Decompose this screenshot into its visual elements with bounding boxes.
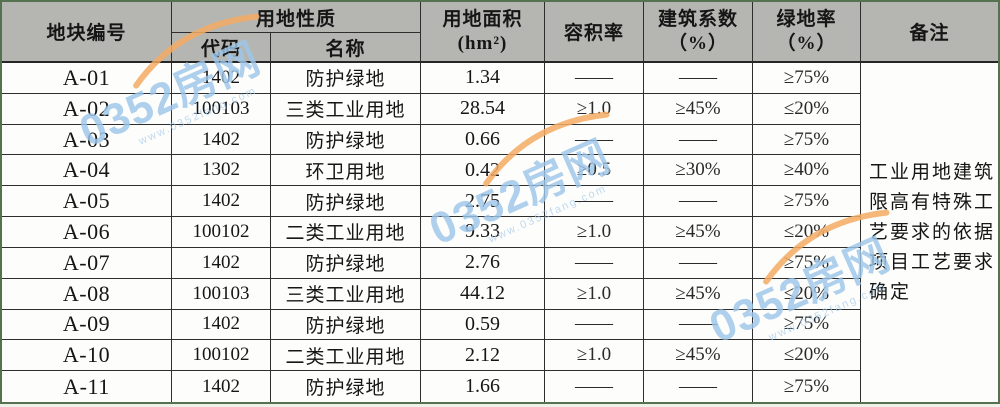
cell-block-id: A-02 <box>2 93 172 125</box>
cell-green-rate: ≤20% <box>753 93 861 125</box>
header-area-line1: 用地面积 <box>442 8 523 30</box>
cell-land-name: 防护绿地 <box>271 309 421 341</box>
cell-building-coef: ≥45% <box>644 340 753 372</box>
cell-far: ≥0.5 <box>545 155 644 187</box>
cell-land-name: 二类工业用地 <box>271 217 421 248</box>
cell-land-name: 防护绿地 <box>271 371 421 402</box>
cell-block-id: A-01 <box>2 63 172 94</box>
cell-land-name: 二类工业用地 <box>271 340 421 372</box>
header-name: 名称 <box>271 33 421 63</box>
cell-land-name: 防护绿地 <box>271 63 421 94</box>
cell-remarks: 工业用地建筑 限高有特殊工 艺要求的依据 项目工艺要求 确定 <box>861 63 998 402</box>
cell-block-id: A-04 <box>2 155 172 187</box>
cell-code: 100102 <box>172 340 271 372</box>
cell-green-rate: ≤20% <box>753 217 861 248</box>
cell-land-name: 防护绿地 <box>271 247 421 279</box>
cell-green-rate: ≤20% <box>753 278 861 310</box>
cell-code: 100103 <box>172 93 271 125</box>
cell-area: 9.33 <box>421 217 545 248</box>
cell-block-id: A-09 <box>2 309 172 341</box>
cell-land-name: 防护绿地 <box>271 124 421 156</box>
cell-green-rate: ≥75% <box>753 63 861 94</box>
cell-green-rate: ≥75% <box>753 186 861 218</box>
remarks-line: 艺要求的依据 <box>869 221 996 243</box>
cell-land-name: 三类工业用地 <box>271 278 421 310</box>
header-building-coef: 建筑系数 （%） <box>644 2 753 63</box>
cell-code: 1402 <box>172 247 271 279</box>
header-green-rate: 绿地率 （%） <box>753 2 861 63</box>
cell-land-name: 环卫用地 <box>271 155 421 187</box>
cell-code: 100102 <box>172 217 271 248</box>
cell-area: 44.12 <box>421 278 545 310</box>
cell-area: 2.12 <box>421 340 545 372</box>
cell-green-rate: ≥75% <box>753 371 861 402</box>
cell-block-id: A-11 <box>2 371 172 402</box>
cell-code: 1302 <box>172 155 271 187</box>
cell-area: 2.76 <box>421 247 545 279</box>
remarks-line: 限高有特殊工 <box>869 191 996 213</box>
cell-area: 1.66 <box>421 371 545 402</box>
cell-building-coef: —— <box>644 309 753 341</box>
cell-block-id: A-10 <box>2 340 172 372</box>
cell-area: 0.59 <box>421 309 545 341</box>
cell-far: ≥1.0 <box>545 278 644 310</box>
cell-far: —— <box>545 371 644 402</box>
cell-area: 2.75 <box>421 186 545 218</box>
cell-far: —— <box>545 124 644 156</box>
cell-green-rate: ≥40% <box>753 155 861 187</box>
cell-building-coef: ≥45% <box>644 278 753 310</box>
cell-block-id: A-06 <box>2 217 172 248</box>
header-building-coef-line2: （%） <box>667 32 728 54</box>
cell-building-coef: —— <box>644 186 753 218</box>
header-block-id: 地块编号 <box>2 2 172 63</box>
cell-green-rate: ≥75% <box>753 247 861 279</box>
cell-building-coef: —— <box>644 371 753 402</box>
remarks-line: 工业用地建筑 <box>869 161 996 183</box>
cell-building-coef: —— <box>644 247 753 279</box>
cell-building-coef: ≥45% <box>644 217 753 248</box>
cell-block-id: A-08 <box>2 278 172 310</box>
cell-far: ≥1.0 <box>545 217 644 248</box>
cell-code: 1402 <box>172 371 271 402</box>
header-far: 容积率 <box>545 2 644 63</box>
cell-area: 1.34 <box>421 63 545 94</box>
cell-building-coef: —— <box>644 124 753 156</box>
cell-green-rate: ≥75% <box>753 124 861 156</box>
cell-far: ≥1.0 <box>545 340 644 372</box>
cell-code: 1402 <box>172 186 271 218</box>
cell-code: 1402 <box>172 63 271 94</box>
cell-area: 28.54 <box>421 93 545 125</box>
header-green-rate-line2: （%） <box>776 32 837 54</box>
cell-green-rate: ≥75% <box>753 309 861 341</box>
header-remarks: 备注 <box>861 2 998 63</box>
header-land-use: 用地性质 <box>172 2 421 33</box>
header-green-rate-line1: 绿地率 <box>776 8 837 30</box>
cell-area: 0.66 <box>421 124 545 156</box>
header-building-coef-line1: 建筑系数 <box>657 8 738 30</box>
cell-far: ≥1.0 <box>545 93 644 125</box>
cell-code: 1402 <box>172 309 271 341</box>
header-area-line2: (hm²) <box>457 32 508 54</box>
cell-block-id: A-05 <box>2 186 172 218</box>
cell-green-rate: ≤20% <box>753 340 861 372</box>
cell-far: —— <box>545 309 644 341</box>
cell-building-coef: ≥45% <box>644 93 753 125</box>
cell-code: 1402 <box>172 124 271 156</box>
cell-far: —— <box>545 186 644 218</box>
cell-land-name: 三类工业用地 <box>271 93 421 125</box>
cell-building-coef: ≥30% <box>644 155 753 187</box>
cell-far: —— <box>545 63 644 94</box>
cell-area: 0.42 <box>421 155 545 187</box>
cell-code: 100103 <box>172 278 271 310</box>
remarks-line: 项目工艺要求 <box>869 251 996 273</box>
remarks-line: 确定 <box>869 281 912 303</box>
cell-block-id: A-03 <box>2 124 172 156</box>
header-code: 代码 <box>172 33 271 63</box>
cell-building-coef: —— <box>644 63 753 94</box>
header-area: 用地面积 (hm²) <box>421 2 545 63</box>
cell-block-id: A-07 <box>2 247 172 279</box>
cell-far: —— <box>545 247 644 279</box>
cell-land-name: 防护绿地 <box>271 186 421 218</box>
